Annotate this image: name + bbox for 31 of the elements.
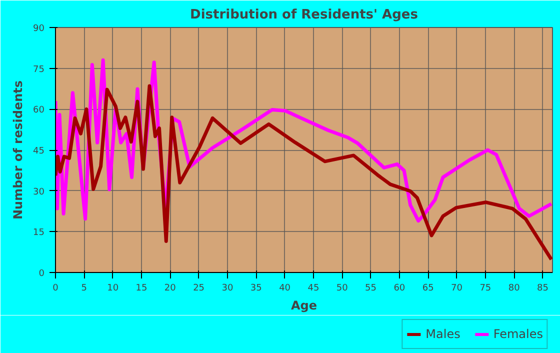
x-tick-label: 25 <box>193 284 205 294</box>
line-series <box>56 84 552 262</box>
x-tick-label: 35 <box>250 284 262 294</box>
x-tick-label: 20 <box>164 284 176 294</box>
y-tick-label: 75 <box>33 64 44 75</box>
y-tick-label: 0 <box>38 269 45 279</box>
x-tick-label: 50 <box>336 284 348 294</box>
y-tick-label: 30 <box>33 187 45 198</box>
x-tick-label: 55 <box>365 284 377 294</box>
y-tick-label: 90 <box>33 24 45 34</box>
legend-label: Males <box>426 327 460 341</box>
x-tick-label: 30 <box>222 284 234 294</box>
x-tick-label: 75 <box>480 284 492 294</box>
y-tick-label: 60 <box>33 106 45 116</box>
y-tick-label: 45 <box>33 146 44 156</box>
x-tick-label: 45 <box>308 284 320 294</box>
y-axis-title: Number of residents <box>11 80 26 220</box>
x-tick-label: 60 <box>394 284 406 294</box>
legend-label: Females <box>493 327 543 341</box>
x-tick-label: 5 <box>81 284 88 294</box>
x-tick-label: 70 <box>451 284 463 294</box>
x-axis-title: Age <box>290 298 318 312</box>
x-tick-label: 0 <box>52 284 59 294</box>
x-tick-label: 40 <box>279 284 291 294</box>
x-tick-label: 65 <box>422 284 434 294</box>
x-tick-label: 10 <box>107 284 119 294</box>
x-tick-label: 80 <box>508 284 520 294</box>
y-tick-label: 15 <box>33 228 44 238</box>
chart-title: Distribution of Residents' Ages <box>190 8 418 22</box>
x-tick-label: 15 <box>136 284 148 294</box>
x-tick-label: 85 <box>537 284 548 294</box>
